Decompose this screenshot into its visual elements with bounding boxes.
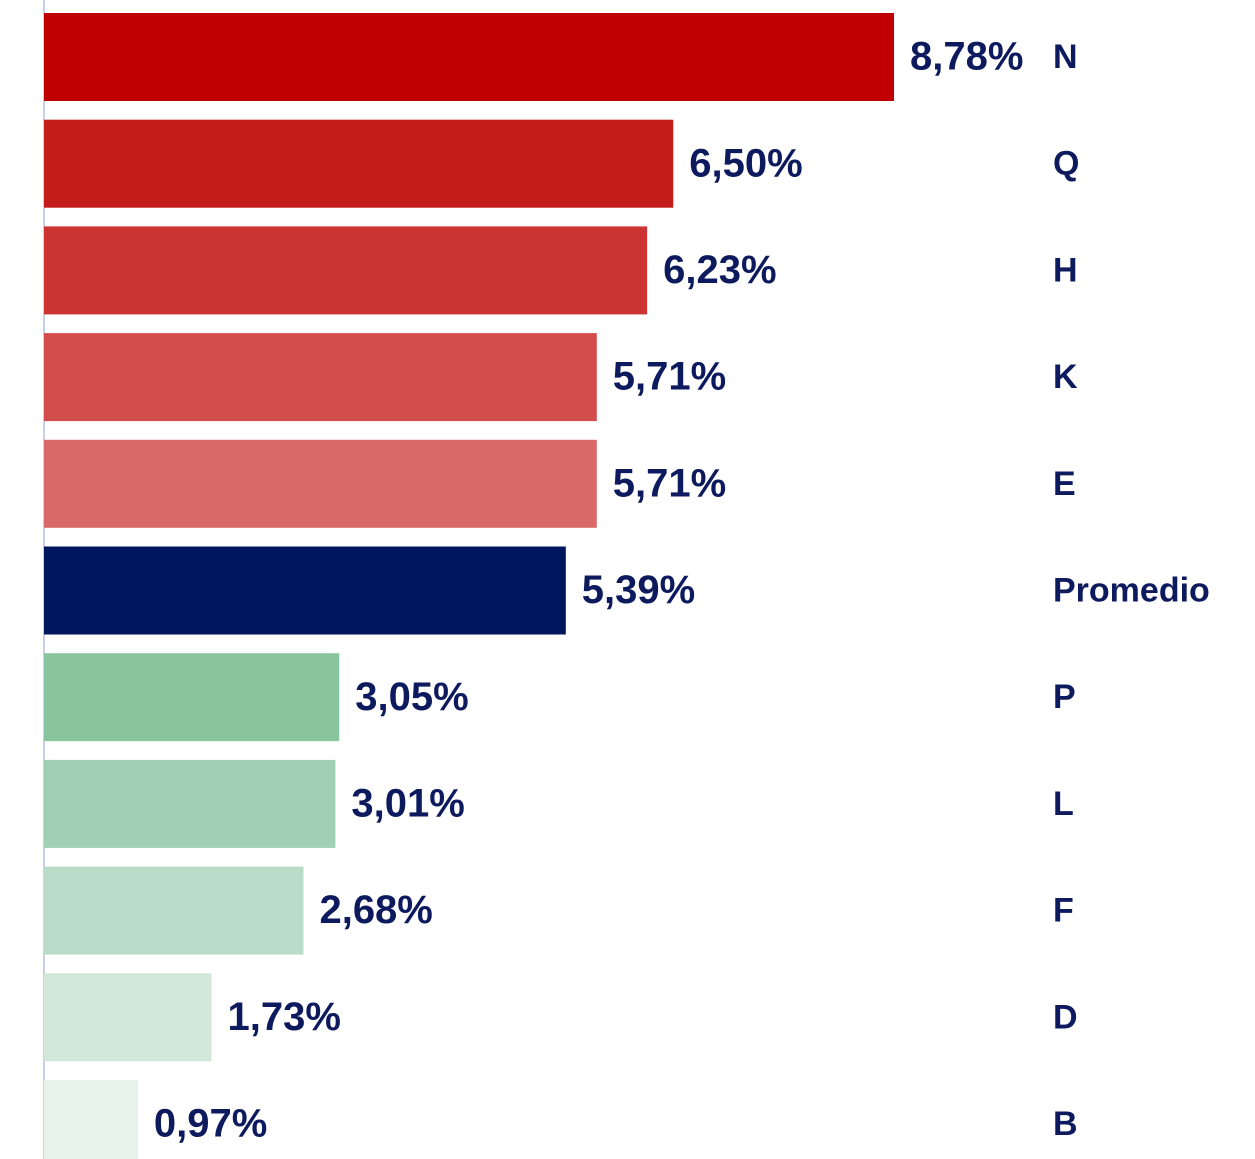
- category-label: B: [1053, 1105, 1078, 1143]
- category-label: E: [1053, 465, 1076, 503]
- category-label: Promedio: [1053, 571, 1210, 609]
- value-label: 1,73%: [227, 995, 340, 1039]
- bar: [44, 546, 566, 635]
- bar: [44, 1080, 138, 1159]
- bar: [44, 759, 336, 848]
- category-label: L: [1053, 785, 1074, 823]
- value-label: 3,05%: [355, 675, 468, 719]
- category-label: N: [1053, 38, 1078, 76]
- value-label: 6,50%: [689, 141, 802, 185]
- value-label: 0,97%: [154, 1102, 267, 1146]
- value-label: 5,71%: [613, 461, 726, 505]
- value-label: 5,39%: [582, 568, 695, 612]
- bar: [44, 866, 304, 955]
- value-label: 2,68%: [319, 888, 432, 932]
- bar: [44, 226, 648, 315]
- value-label: 6,23%: [663, 248, 776, 292]
- bar: [44, 119, 674, 208]
- bar: [44, 439, 597, 528]
- category-label: D: [1053, 998, 1078, 1036]
- category-label: K: [1053, 358, 1078, 396]
- category-label: H: [1053, 251, 1078, 289]
- category-label: P: [1053, 678, 1076, 716]
- value-label: 5,71%: [613, 355, 726, 399]
- bar: [44, 973, 212, 1062]
- bar: [44, 13, 894, 101]
- category-label: F: [1053, 892, 1074, 930]
- bar: [44, 653, 340, 742]
- value-label: 3,01%: [351, 781, 464, 825]
- value-label: 8,78%: [910, 35, 1023, 79]
- category-label: Q: [1053, 145, 1079, 183]
- bar: [44, 333, 597, 422]
